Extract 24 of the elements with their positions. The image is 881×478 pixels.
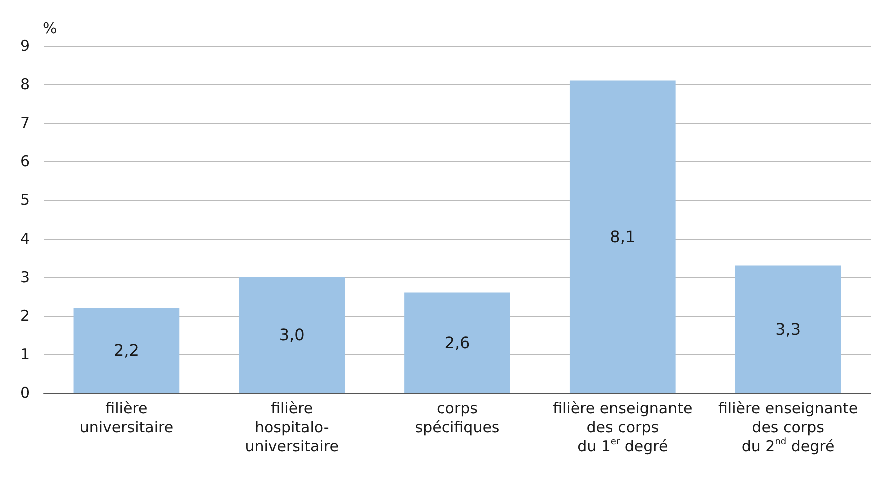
y-tick-label: 1 [20,345,30,364]
y-tick-label: 9 [20,37,30,55]
y-tick-label: 2 [20,306,30,325]
x-tick-label: corps spécifiques [415,400,500,436]
y-axis-title: % [43,20,58,38]
bar [239,277,346,393]
data-label: 2,2 [114,341,140,360]
y-tick-label: 4 [20,230,30,248]
y-tick-label: 6 [20,152,30,171]
x-tick-label: filière hospitalo- universitaire [245,400,339,456]
bar [404,292,510,393]
y-tick-label: 5 [20,191,30,210]
bar [570,80,676,393]
y-tick-label: 3 [20,268,30,286]
y-tick-label: 0 [20,384,30,402]
x-tick-label: filière universitaire [80,400,174,436]
data-label: 2,6 [444,333,470,352]
bar [735,266,842,393]
bar [74,308,180,393]
data-label: 8,1 [610,227,636,246]
data-label: 3,0 [279,326,305,345]
y-tick-label: 8 [20,76,30,94]
data-label: 3,3 [776,320,802,339]
y-tick-label: 7 [20,114,30,132]
